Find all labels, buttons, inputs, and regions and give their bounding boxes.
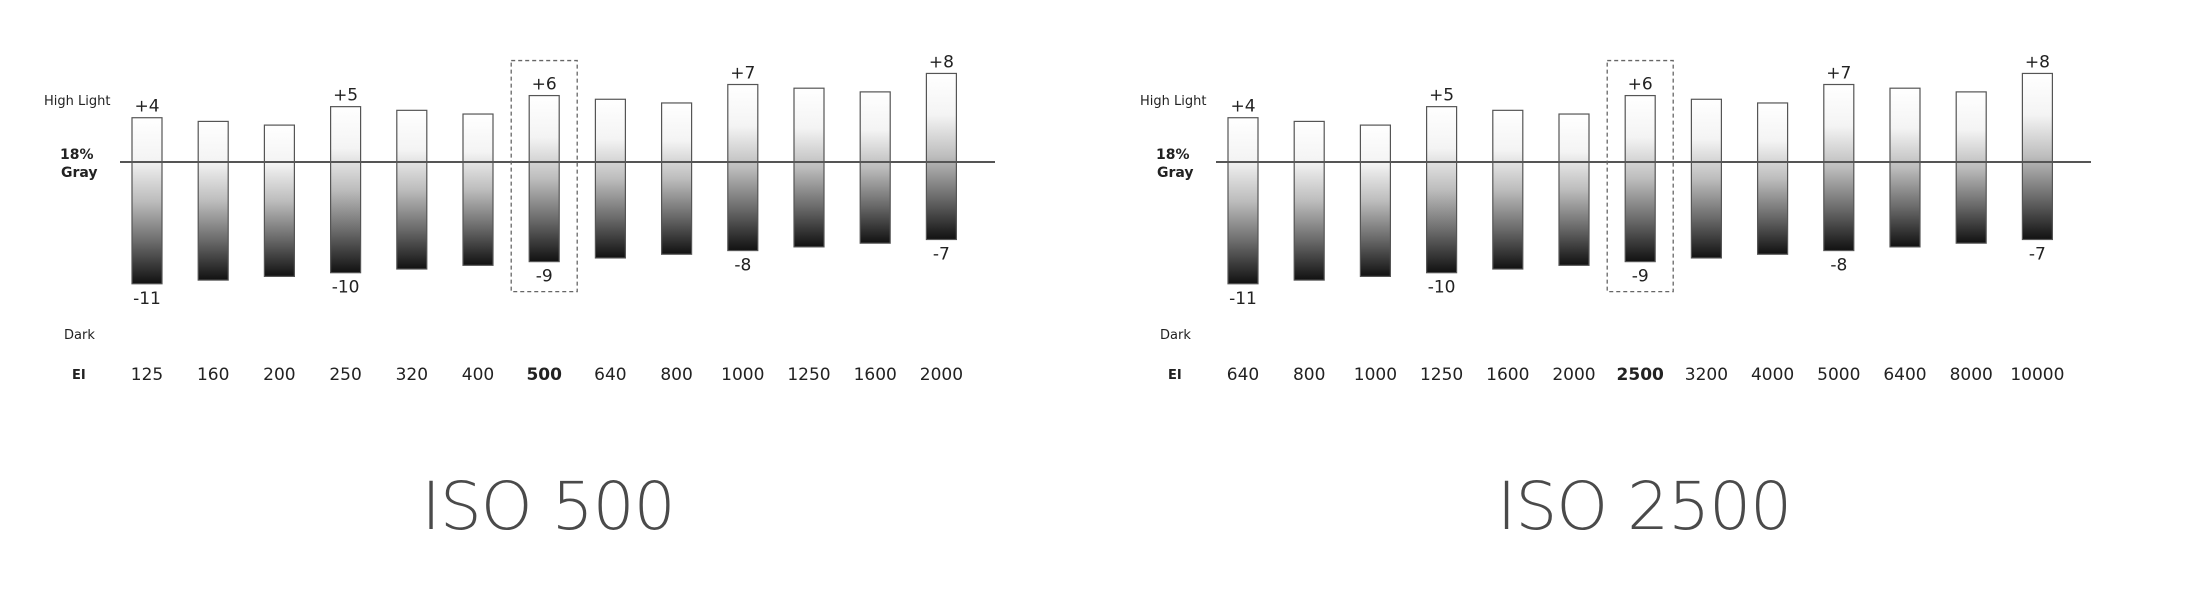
row-label-gray: Gray	[1157, 165, 1194, 181]
highlight-stop-label: +5	[1429, 86, 1454, 106]
stop-range-bar	[396, 109, 428, 270]
stop-range-bar	[727, 83, 759, 252]
highlight-stop-label: +7	[1826, 64, 1851, 84]
shadow-stop-label: -7	[933, 244, 950, 264]
stop-range-bar	[793, 87, 825, 248]
ei-tick-label: 500	[526, 365, 562, 385]
ei-tick-label: 320	[396, 365, 428, 385]
stop-range-bar	[1293, 120, 1325, 281]
highlight-stop-label: +4	[1230, 97, 1255, 117]
stop-range-bar	[197, 120, 229, 281]
native-iso-highlight-box	[1606, 59, 1674, 293]
ei-tick-label: 125	[131, 365, 163, 385]
ei-tick-label: 5000	[1817, 365, 1860, 385]
stop-range-bar	[925, 72, 958, 241]
ei-tick-label: 2000	[1552, 365, 1595, 385]
shadow-stop-label: -8	[1830, 256, 1847, 276]
stop-range-bar	[1955, 91, 1987, 244]
stop-range-bar	[1558, 113, 1590, 266]
shadow-stop-label: -9	[536, 267, 553, 287]
row-label-ei: EI	[1168, 368, 1182, 383]
row-label-ei: EI	[72, 368, 86, 383]
chart-caption-iso500: ISO 500	[421, 468, 675, 545]
stop-range-bar	[462, 113, 494, 266]
exposure-chart-iso500: High Light 18% Gray Dark EI +4 -11 125 160 200 +5 -…	[44, 52, 995, 385]
stop-range-bar	[1823, 83, 1855, 252]
row-label-highlight: High Light	[1140, 94, 1206, 109]
row-label-gray: Gray	[61, 165, 98, 181]
shadow-stop-label: -11	[1229, 289, 1257, 309]
ei-tick-label: 4000	[1751, 365, 1794, 385]
highlight-stop-label: +6	[1628, 75, 1653, 95]
stop-range-bar	[1492, 109, 1524, 270]
ei-tick-label: 800	[660, 365, 692, 385]
native-iso-highlight-box	[510, 59, 578, 293]
shadow-stop-label: -8	[734, 256, 751, 276]
highlight-stop-label: +5	[333, 86, 358, 106]
ei-tick-label: 1000	[1354, 365, 1397, 385]
stop-range-bar	[1889, 87, 1921, 248]
row-label-highlight: High Light	[44, 94, 110, 109]
shadow-stop-label: -11	[133, 289, 161, 309]
stop-range-bar	[1690, 98, 1723, 259]
shadow-stop-label: -9	[1632, 267, 1649, 287]
ei-tick-label: 1000	[721, 365, 764, 385]
stop-range-bar	[131, 117, 163, 285]
stop-range-bar	[594, 98, 627, 259]
stop-range-bar	[2021, 72, 2054, 241]
ei-tick-label: 160	[197, 365, 229, 385]
ei-tick-label: 2500	[1617, 365, 1664, 385]
ei-tick-label: 400	[462, 365, 494, 385]
ei-tick-label: 800	[1293, 365, 1325, 385]
ei-tick-label: 1250	[787, 365, 830, 385]
ei-tick-label: 200	[263, 365, 295, 385]
ei-tick-label: 3200	[1685, 365, 1728, 385]
row-label-dark: Dark	[64, 328, 95, 343]
ei-tick-label: 640	[594, 365, 626, 385]
ei-tick-label: 1250	[1420, 365, 1463, 385]
ei-tick-label: 250	[329, 365, 361, 385]
stop-range-bar	[330, 106, 362, 274]
ei-tick-label: 10000	[2010, 365, 2064, 385]
stop-range-bar	[660, 102, 693, 255]
highlight-stop-label: +8	[929, 52, 954, 72]
ei-tick-label: 1600	[854, 365, 897, 385]
row-label-gray-percent: 18%	[1156, 147, 1190, 163]
highlight-stop-label: +7	[730, 64, 755, 84]
stop-range-bar	[1426, 106, 1458, 274]
chart-caption-iso2500: ISO 2500	[1496, 468, 1792, 545]
shadow-stop-label: -10	[332, 278, 360, 298]
stop-range-bar	[859, 91, 891, 244]
ei-tick-label: 6400	[1883, 365, 1926, 385]
row-label-gray-percent: 18%	[60, 147, 94, 163]
stop-range-bar	[528, 94, 560, 263]
stop-range-bar	[1756, 102, 1789, 255]
highlight-stop-label: +6	[532, 75, 557, 95]
ei-tick-label: 2000	[920, 365, 963, 385]
highlight-stop-label: +4	[134, 97, 159, 117]
stop-range-bar	[1359, 124, 1391, 277]
ei-tick-label: 1600	[1486, 365, 1529, 385]
ei-tick-label: 8000	[1950, 365, 1993, 385]
row-label-dark: Dark	[1160, 328, 1191, 343]
stop-range-bar	[1624, 94, 1656, 263]
highlight-stop-label: +8	[2025, 52, 2050, 72]
exposure-chart-iso2500: High Light 18% Gray Dark EI +4 -11 640 800 1000 +5…	[1140, 52, 2091, 385]
stop-range-bar	[1227, 117, 1259, 285]
shadow-stop-label: -10	[1428, 278, 1456, 298]
stop-range-bar	[263, 124, 295, 277]
ei-tick-label: 640	[1227, 365, 1259, 385]
shadow-stop-label: -7	[2029, 244, 2046, 264]
